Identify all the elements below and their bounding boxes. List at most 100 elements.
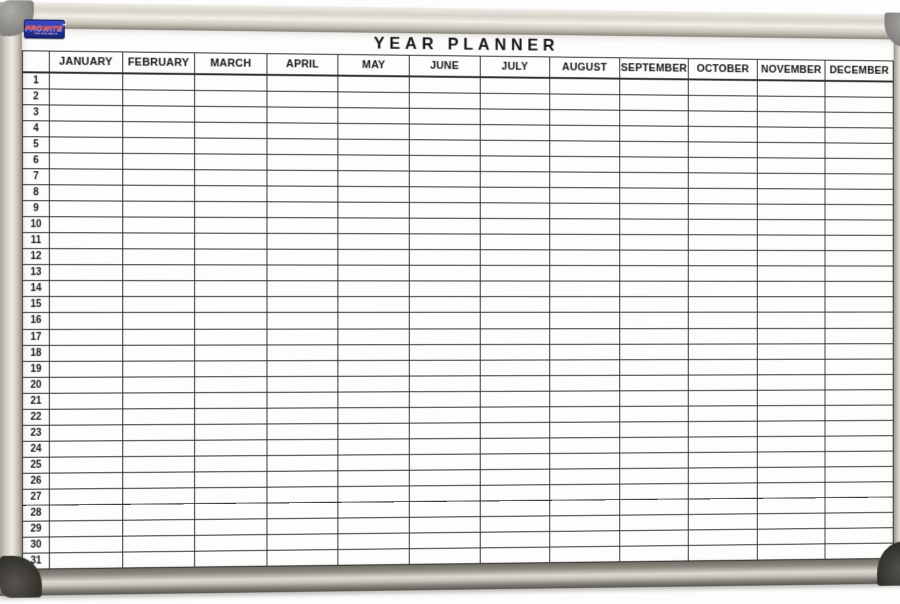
day-cell xyxy=(195,535,267,552)
day-cell xyxy=(550,516,620,532)
day-cell xyxy=(267,408,338,424)
day-cell xyxy=(195,329,267,345)
day-cell xyxy=(550,422,620,438)
day-cell xyxy=(826,97,894,113)
day-cell xyxy=(410,345,481,361)
day-cell xyxy=(480,329,550,345)
day-cell xyxy=(620,375,689,391)
day-number: 11 xyxy=(23,233,50,249)
day-cell xyxy=(123,250,195,266)
day-cell xyxy=(123,552,195,569)
day-cell xyxy=(195,456,267,472)
day-cell xyxy=(550,266,620,282)
day-cell xyxy=(339,108,410,124)
day-cell xyxy=(689,204,758,220)
day-number: 20 xyxy=(23,377,50,393)
frame-right-rail xyxy=(894,14,900,581)
day-cell xyxy=(267,361,338,377)
day-cell xyxy=(758,328,826,344)
day-cell xyxy=(195,170,267,186)
day-cell xyxy=(550,79,620,95)
day-cell xyxy=(480,172,550,188)
day-cell xyxy=(689,267,758,283)
day-cell xyxy=(480,313,550,329)
day-cell xyxy=(267,313,338,329)
day-cell xyxy=(550,219,620,235)
day-cell xyxy=(267,534,338,551)
day-cell xyxy=(620,173,689,189)
month-header: FEBRUARY xyxy=(123,52,195,75)
day-cell xyxy=(195,282,267,298)
day-cell xyxy=(620,282,689,298)
day-cell xyxy=(339,471,410,487)
day-cell xyxy=(123,218,195,234)
day-cell xyxy=(480,204,550,220)
brand-logo-text: PROWITE™ xyxy=(25,23,64,32)
day-cell xyxy=(267,203,338,219)
day-cell xyxy=(410,548,481,565)
day-cell xyxy=(758,158,826,174)
day-cell xyxy=(267,218,338,234)
month-header: SEPTEMBER xyxy=(620,58,689,80)
day-cell xyxy=(758,313,826,329)
day-cell xyxy=(195,266,267,282)
day-cell xyxy=(339,156,410,172)
day-cell xyxy=(758,375,826,391)
day-cell xyxy=(758,189,826,205)
day-cell xyxy=(550,204,620,220)
day-cell xyxy=(50,441,123,457)
day-cell xyxy=(50,106,123,123)
day-cell xyxy=(689,251,758,267)
day-cell xyxy=(410,423,481,439)
day-cell xyxy=(826,82,894,98)
day-cell xyxy=(758,267,826,283)
day-number: 27 xyxy=(23,489,50,505)
day-cell xyxy=(620,251,689,267)
day-cell xyxy=(826,405,894,421)
day-cell xyxy=(826,344,894,360)
day-cell xyxy=(758,174,826,190)
day-cell xyxy=(826,221,894,237)
day-cell xyxy=(267,487,338,503)
day-cell xyxy=(195,551,267,568)
month-header: MARCH xyxy=(195,53,267,76)
day-cell xyxy=(689,344,758,360)
day-number: 28 xyxy=(23,505,50,521)
frame-left-rail xyxy=(0,2,22,594)
day-cell xyxy=(480,547,550,564)
day-cell xyxy=(50,553,123,570)
day-cell xyxy=(689,313,758,329)
day-cell xyxy=(480,454,550,470)
day-cell xyxy=(267,108,338,124)
day-cell xyxy=(123,377,195,393)
day-cell xyxy=(195,361,267,377)
perspective-scene: PROWITE™ WHITEBOARDS YEAR PLANNER JANUAR… xyxy=(0,0,900,604)
day-cell xyxy=(826,313,894,328)
day-cell xyxy=(550,407,620,423)
day-cell xyxy=(480,532,550,548)
month-header: MAY xyxy=(339,55,410,77)
day-cell xyxy=(480,141,550,157)
day-cell xyxy=(689,421,758,437)
day-cell xyxy=(267,297,338,313)
day-number: 4 xyxy=(23,121,50,137)
day-cell xyxy=(50,473,123,490)
day-cell xyxy=(550,157,620,173)
day-cell xyxy=(123,282,195,298)
day-cell xyxy=(620,111,689,127)
day-cell xyxy=(50,489,123,506)
day-cell xyxy=(480,78,550,94)
day-cell xyxy=(758,544,826,560)
day-cell xyxy=(826,174,894,190)
day-cell xyxy=(689,220,758,236)
day-cell xyxy=(267,234,338,250)
planner-grid: JANUARY FEBRUARY MARCH APRIL MAY JUNE JULY AUGU… xyxy=(22,50,894,569)
day-cell xyxy=(195,218,267,234)
day-cell xyxy=(410,470,481,486)
day-cell xyxy=(689,298,758,314)
day-number: 30 xyxy=(23,537,50,553)
day-cell xyxy=(758,406,826,422)
day-cell xyxy=(123,440,195,456)
month-header: NOVEMBER xyxy=(758,60,826,82)
day-cell xyxy=(123,409,195,425)
